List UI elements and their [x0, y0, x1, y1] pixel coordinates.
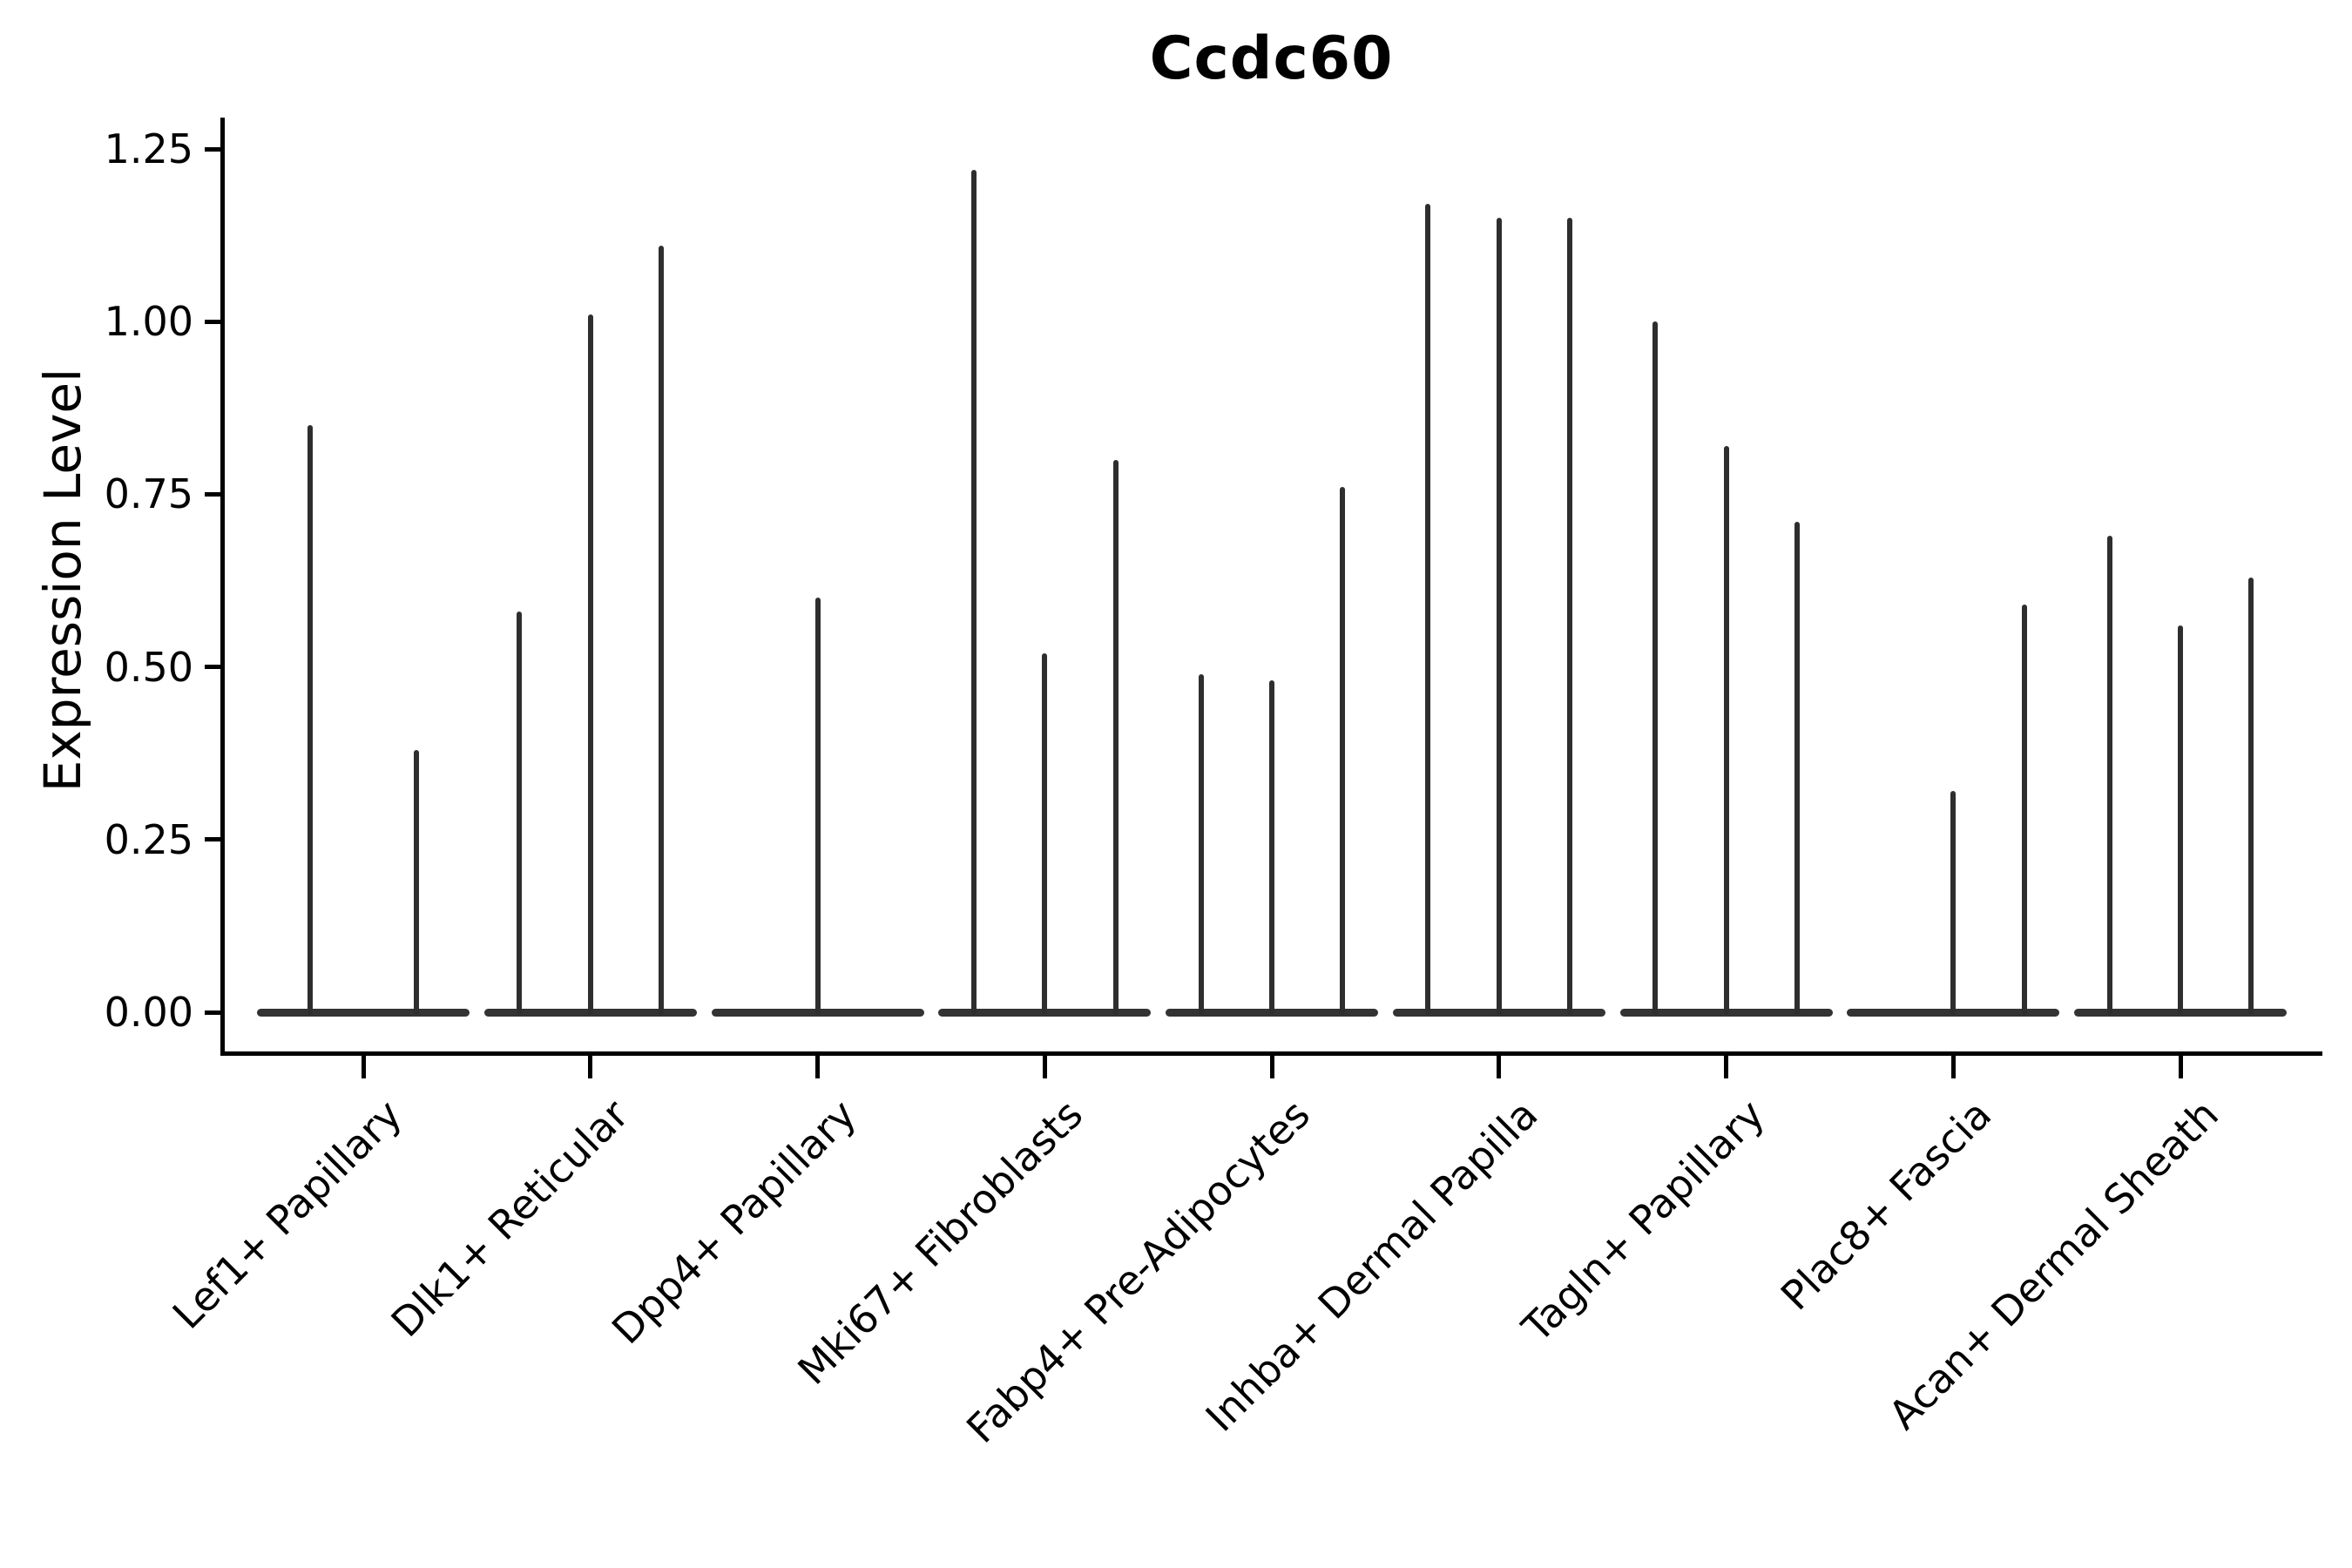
- violin-baseline: [257, 1008, 470, 1017]
- x-tick: [2178, 1056, 2183, 1078]
- x-tick-label: Plac8+ Fascia: [1772, 1091, 2001, 1320]
- x-tick: [588, 1056, 593, 1078]
- violin-spike: [970, 169, 977, 1015]
- violin-spike: [1269, 680, 1274, 1015]
- y-tick-label: 0.75: [104, 470, 193, 518]
- violin-spike: [2021, 605, 2027, 1015]
- y-tick-label: 1.25: [104, 125, 193, 172]
- x-tick: [1724, 1056, 1728, 1078]
- y-tick: [205, 146, 221, 152]
- violin-spike: [1723, 445, 1729, 1015]
- violin-spike: [517, 612, 523, 1015]
- x-tick: [1497, 1056, 1502, 1078]
- x-tick: [815, 1056, 820, 1078]
- x-tick: [1950, 1056, 1956, 1078]
- violin-spike: [1425, 204, 1431, 1015]
- y-axis-label: Expression Level: [33, 368, 92, 793]
- x-tick-label: Dlk1+ Reticular: [382, 1091, 638, 1347]
- x-axis-spine: [220, 1051, 2322, 1056]
- violin-spike: [814, 598, 821, 1015]
- y-tick: [205, 319, 221, 324]
- y-tick-label: 0.00: [104, 989, 193, 1036]
- y-tick-label: 0.50: [104, 643, 193, 691]
- x-tick-label: Tagln+ Papillary: [1512, 1091, 1774, 1351]
- violin-spike: [2248, 577, 2254, 1015]
- chart-title: Ccdc60: [1149, 24, 1394, 93]
- violin-spike: [308, 425, 313, 1015]
- violin-spike: [1567, 218, 1573, 1015]
- violin-spike: [1496, 218, 1502, 1015]
- x-tick: [1042, 1056, 1047, 1078]
- x-tick: [361, 1056, 366, 1078]
- violin-spike: [1112, 459, 1119, 1015]
- violin-spike: [2106, 535, 2112, 1015]
- violin-spike: [1340, 487, 1346, 1015]
- y-axis-spine: [220, 118, 225, 1056]
- violin-spike: [1198, 673, 1204, 1015]
- violin-spike: [1950, 791, 1957, 1015]
- x-tick-label: Lef1+ Papillary: [163, 1091, 411, 1338]
- violin-spike: [1652, 321, 1659, 1015]
- y-tick: [205, 665, 221, 670]
- y-tick-label: 0.25: [104, 815, 193, 863]
- violin-spike: [1794, 522, 1800, 1015]
- y-tick: [205, 837, 221, 842]
- violin-spike: [1042, 652, 1048, 1015]
- y-tick: [205, 1010, 221, 1015]
- x-tick-label: Dpp4+ Papillary: [602, 1091, 865, 1354]
- violin-spike: [2178, 625, 2183, 1015]
- x-tick: [1269, 1056, 1274, 1078]
- violin-spike: [587, 314, 593, 1015]
- violin-spike: [414, 749, 419, 1015]
- violin-spike: [659, 245, 665, 1015]
- y-tick: [205, 491, 221, 497]
- y-tick-label: 1.00: [104, 298, 193, 346]
